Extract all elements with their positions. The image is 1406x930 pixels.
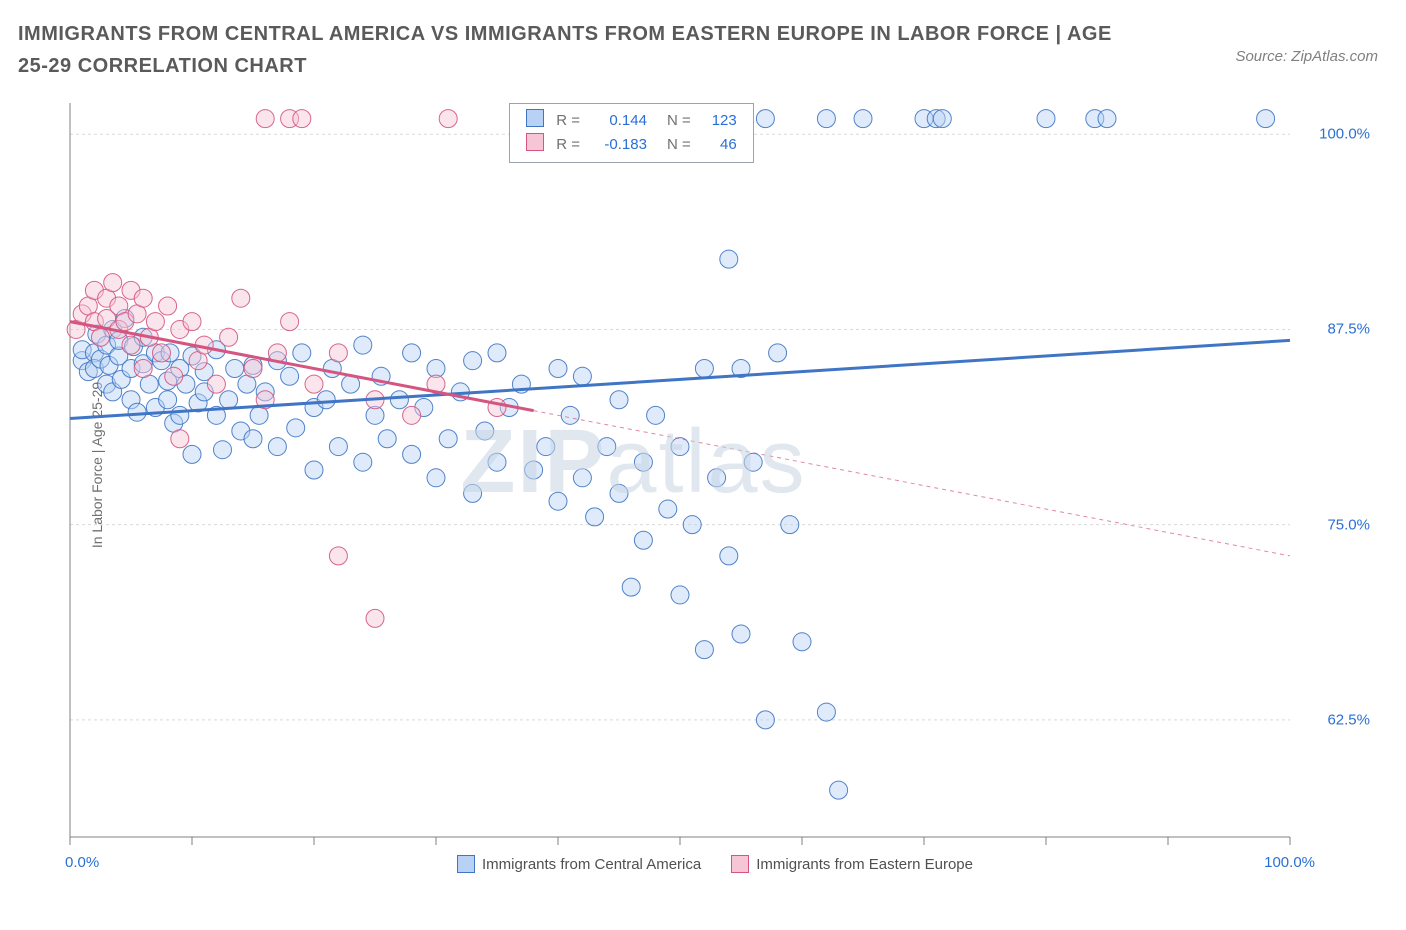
legend-swatch — [457, 855, 475, 873]
scatter-plot: ZIPatlas R =0.144N =123R =-0.183N =46 62… — [50, 95, 1380, 875]
plot-svg — [50, 95, 1380, 875]
legend: Immigrants from Central America Immigrant… — [50, 855, 1380, 873]
legend-label: Immigrants from Central America — [482, 856, 701, 873]
legend-label: Immigrants from Eastern Europe — [756, 856, 973, 873]
page-title: IMMIGRANTS FROM CENTRAL AMERICA VS IMMIG… — [18, 18, 1118, 82]
legend-item: Immigrants from Central America — [457, 855, 701, 873]
legend-swatch — [731, 855, 749, 873]
correlation-stats-box: R =0.144N =123R =-0.183N =46 — [509, 103, 754, 163]
legend-item: Immigrants from Eastern Europe — [731, 855, 973, 873]
y-tick-label: 75.0% — [1327, 516, 1370, 533]
source-attribution: Source: ZipAtlas.com — [1235, 48, 1378, 65]
y-tick-label: 62.5% — [1327, 711, 1370, 728]
y-tick-label: 100.0% — [1319, 126, 1370, 143]
y-tick-label: 87.5% — [1327, 321, 1370, 338]
